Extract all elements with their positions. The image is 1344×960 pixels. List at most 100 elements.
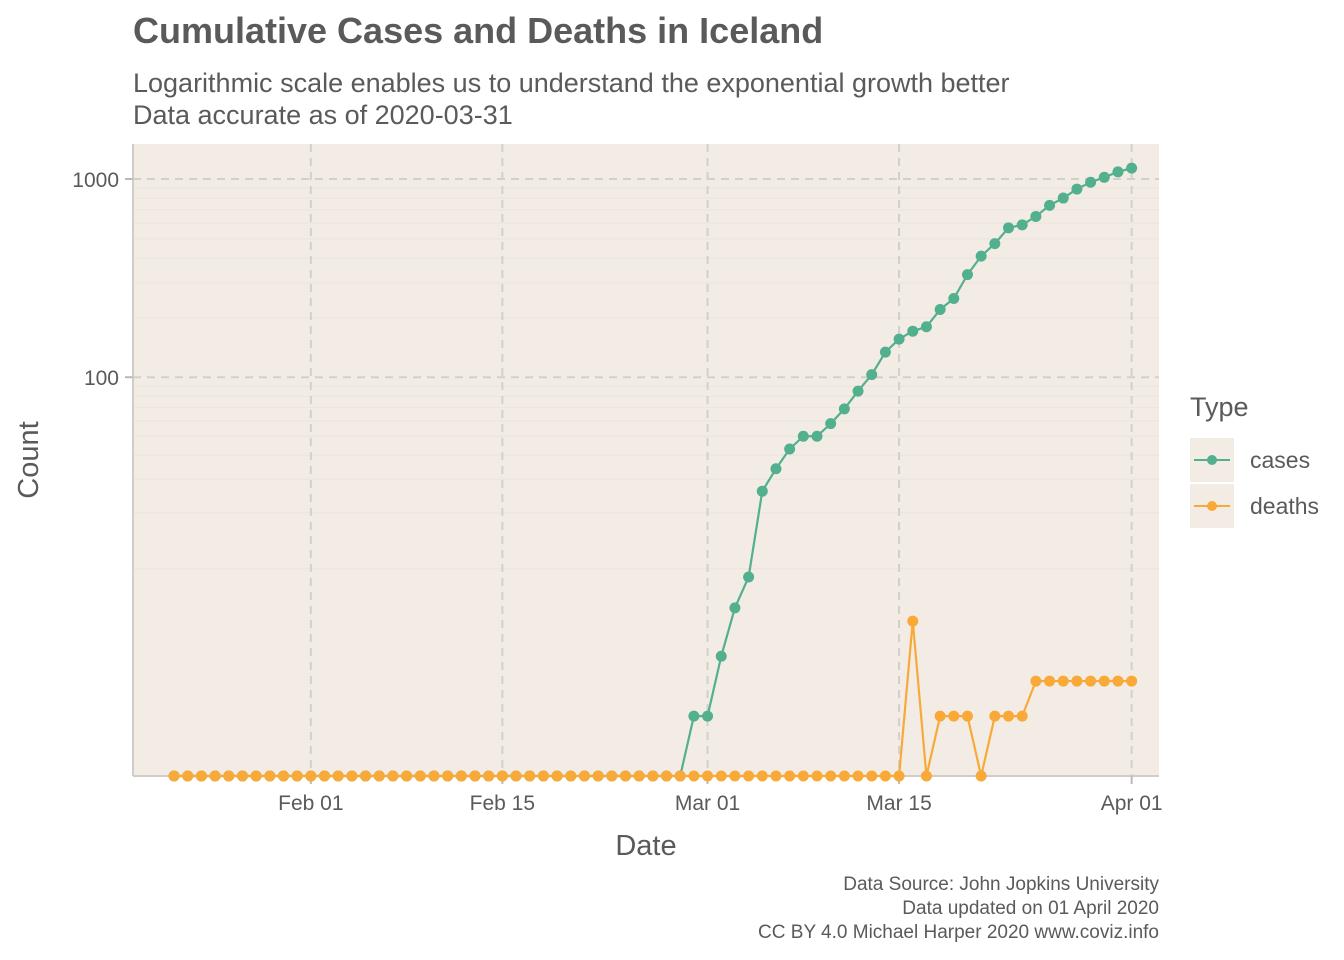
deaths-point [961, 710, 973, 722]
legend: Type cases deaths [1190, 392, 1319, 529]
y-tick-label: 1000 [72, 169, 119, 192]
caption-line-2: Data updated on 01 April 2020 [902, 898, 1159, 919]
deaths-point [469, 770, 481, 782]
deaths-point [1030, 675, 1042, 687]
x-tick-label: Mar 01 [675, 792, 740, 815]
cases-point [961, 269, 973, 281]
cases-point [1057, 192, 1069, 204]
cases-point [920, 321, 932, 333]
deaths-point [578, 770, 590, 782]
deaths-point [770, 770, 782, 782]
cases-point [893, 333, 905, 345]
legend-title: Type [1190, 392, 1249, 422]
subtitle-line-2: Data accurate as of 2020-03-31 [133, 100, 513, 130]
cases-point [1044, 199, 1056, 211]
cases-point [838, 403, 850, 415]
deaths-point [1057, 675, 1069, 687]
deaths-point [1003, 710, 1015, 722]
y-axis-ticks: 100 1000 [72, 169, 133, 390]
deaths-point [195, 770, 207, 782]
deaths-point [360, 770, 372, 782]
deaths-point [236, 770, 248, 782]
deaths-point [893, 770, 905, 782]
deaths-point [1112, 675, 1124, 687]
chart-title: Cumulative Cases and Deaths in Iceland [133, 10, 824, 51]
cases-point [715, 650, 727, 662]
deaths-point [797, 770, 809, 782]
major-grid [133, 144, 1159, 776]
cases-point [1016, 219, 1028, 231]
cases-point [1126, 162, 1138, 174]
deaths-point [989, 710, 1001, 722]
cases-point [702, 710, 714, 722]
cases-point [866, 369, 878, 381]
deaths-point [879, 770, 891, 782]
series-deaths [168, 615, 1138, 782]
deaths-point [674, 770, 686, 782]
cases-point [688, 710, 700, 722]
deaths-point [975, 770, 987, 782]
cases-point [1112, 166, 1124, 178]
legend-item-deaths: deaths [1190, 483, 1319, 529]
x-tick-label: Feb 15 [470, 792, 535, 815]
deaths-point [838, 770, 850, 782]
cases-point [825, 418, 837, 430]
deaths-point [182, 770, 194, 782]
deaths-point [647, 770, 659, 782]
deaths-point [661, 770, 673, 782]
cases-point [1030, 210, 1042, 222]
deaths-point [784, 770, 796, 782]
legend-key-deaths [1190, 484, 1234, 528]
deaths-point [619, 770, 631, 782]
cases-point [934, 304, 946, 316]
x-axis-title: Date [615, 830, 676, 862]
cases-point [797, 430, 809, 442]
deaths-point [907, 615, 919, 627]
deaths-point [524, 770, 536, 782]
deaths-point [920, 770, 932, 782]
x-tick-label: Apr 01 [1101, 792, 1163, 815]
deaths-point [551, 770, 563, 782]
caption-line-1: Data Source: John Jopkins University [843, 874, 1159, 895]
cases-point [756, 485, 768, 497]
deaths-point [756, 770, 768, 782]
deaths-point [1044, 675, 1056, 687]
minor-grid [133, 187, 1159, 570]
cases-point [729, 602, 741, 614]
deaths-point [223, 770, 235, 782]
deaths-point [1016, 710, 1028, 722]
chart-caption: Data Source: John Jopkins University Dat… [758, 873, 1159, 945]
deaths-point [387, 770, 399, 782]
deaths-point [825, 770, 837, 782]
deaths-point [332, 770, 344, 782]
cases-point [743, 571, 755, 583]
deaths-point [305, 770, 317, 782]
deaths-point [688, 770, 700, 782]
deaths-point [428, 770, 440, 782]
deaths-point [168, 770, 180, 782]
cases-point [1003, 222, 1015, 234]
deaths-point [592, 770, 604, 782]
y-axis-title: Count [13, 421, 45, 498]
deaths-point [319, 770, 331, 782]
y-tick-label: 100 [84, 367, 119, 390]
deaths-point [729, 770, 741, 782]
deaths-point [483, 770, 495, 782]
deaths-point [373, 770, 385, 782]
deaths-point [606, 770, 618, 782]
cases-point [1085, 176, 1097, 188]
deaths-point [264, 770, 276, 782]
deaths-point [1071, 675, 1083, 687]
deaths-point [715, 770, 727, 782]
cases-point [1071, 183, 1083, 195]
deaths-point [866, 770, 878, 782]
deaths-point [1085, 675, 1097, 687]
deaths-point [633, 770, 645, 782]
deaths-point [1098, 675, 1110, 687]
deaths-point [209, 770, 221, 782]
deaths-point [702, 770, 714, 782]
cases-point [879, 346, 891, 358]
x-tick-label: Mar 15 [866, 792, 931, 815]
chart-subtitle: Logarithmic scale enables us to understa… [133, 67, 1010, 131]
